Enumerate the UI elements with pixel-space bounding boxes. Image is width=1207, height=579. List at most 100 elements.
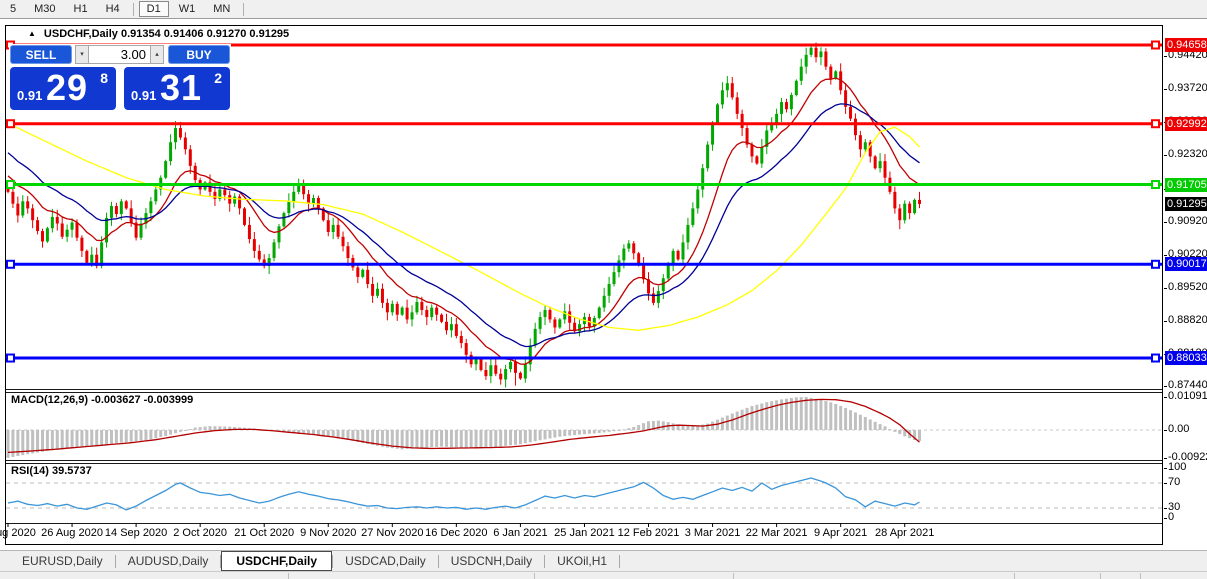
candle-body	[380, 288, 384, 303]
timeframe-button-mn[interactable]: MN	[213, 3, 231, 15]
macd-histogram-bar	[154, 430, 158, 439]
timeframe-button-h4[interactable]: H4	[105, 3, 120, 15]
candle-body	[282, 213, 286, 227]
candle-body	[789, 94, 793, 110]
buy-price-display[interactable]: 0.91 31 2	[124, 67, 230, 110]
candle-body	[124, 201, 128, 209]
chart-ohlc-quotes: 0.91354 0.91406 0.91270 0.91295	[120, 28, 290, 40]
sell-price-display[interactable]: 0.91 29 8	[10, 67, 116, 110]
candle-body	[169, 142, 173, 162]
candle-body	[784, 102, 788, 110]
macd-histogram-bar	[70, 430, 74, 448]
price-tick-label: 0.94420	[1168, 49, 1207, 62]
macd-histogram-bar	[706, 423, 710, 430]
sell-button[interactable]: SELL	[10, 45, 72, 64]
macd-histogram-bar	[385, 430, 389, 448]
candle-body	[267, 258, 271, 267]
price-tick-label: 0.90920	[1168, 214, 1207, 227]
candle-body	[873, 156, 877, 169]
chart-tab-ukoil[interactable]: UKOil,H1	[557, 554, 608, 568]
macd-histogram-bar	[100, 430, 104, 445]
chart-tab-usdchf[interactable]: USDCHF,Daily	[221, 551, 333, 571]
timeframe-button-m30[interactable]: M30	[34, 3, 56, 15]
candle-body	[479, 358, 483, 370]
line-handle	[1151, 180, 1160, 190]
chart-tab-usdcnh[interactable]: USDCNH,Daily	[450, 554, 533, 568]
candle-body	[218, 189, 222, 199]
ma-mid-line	[7, 103, 920, 348]
timeframe-button-d1[interactable]: D1	[138, 1, 169, 17]
price-tick-label: 0.88820	[1168, 313, 1207, 326]
volume-increase-button[interactable]: ▴	[150, 45, 164, 64]
strip-separator	[534, 573, 535, 579]
macd-histogram-bar	[188, 428, 192, 430]
macd-axis-label: 0.00	[1168, 423, 1190, 435]
macd-histogram-bar	[479, 430, 483, 449]
candle-body	[656, 291, 660, 303]
candle-body	[464, 343, 468, 355]
candle-body	[228, 195, 232, 204]
candle-body	[523, 364, 527, 379]
macd-histogram-bar	[888, 429, 892, 431]
macd-histogram-bar	[11, 430, 15, 457]
timeframe-button-w1[interactable]: W1	[178, 3, 196, 15]
date-tick-label: 12 Feb 2021	[617, 527, 680, 539]
macd-histogram-bar	[124, 430, 128, 443]
candle-body	[829, 66, 833, 79]
macd-histogram-bar	[745, 407, 749, 430]
macd-histogram-bar	[238, 427, 242, 430]
candle-body	[183, 137, 187, 150]
candle-body	[898, 208, 902, 221]
line-handle	[6, 259, 15, 269]
macd-indicator-label: MACD(12,26,9) -0.003627 -0.003999	[11, 394, 194, 406]
timeframe-toolbar: 5 M30 H1 H4 D1 W1 MN	[0, 0, 1207, 19]
macd-histogram-bar	[917, 430, 921, 441]
macd-histogram-bar	[65, 430, 69, 449]
macd-histogram-bar	[119, 430, 123, 443]
macd-histogram-bar	[366, 430, 370, 444]
macd-histogram-bar	[720, 417, 724, 430]
timeframe-button-h1[interactable]: H1	[73, 3, 88, 15]
macd-histogram-bar	[331, 430, 335, 438]
macd-histogram-bar	[218, 426, 222, 430]
date-tick-label: 26 Aug 2020	[41, 527, 103, 539]
macd-histogram-bar	[622, 429, 626, 431]
collapse-panel-icon[interactable]: ▲	[28, 29, 36, 38]
volume-input[interactable]	[89, 45, 150, 64]
toolbar-separator	[132, 2, 134, 16]
candle-body	[573, 322, 577, 332]
candle-body	[863, 142, 867, 150]
candle-body	[607, 283, 611, 296]
candle-body	[356, 267, 360, 277]
candle-body	[247, 224, 251, 240]
macd-histogram-bar	[6, 430, 10, 458]
macd-histogram-bar	[518, 430, 522, 445]
macd-histogram-bar	[376, 430, 380, 446]
buy-button[interactable]: BUY	[168, 45, 230, 64]
candle-body	[735, 97, 739, 114]
candle-body	[711, 123, 715, 145]
candle-body	[40, 231, 44, 242]
price-tick-label: 0.87440	[1168, 379, 1207, 392]
macd-histogram-bar	[784, 398, 788, 430]
macd-histogram-bar	[893, 430, 897, 432]
volume-decrease-button[interactable]: ▾	[75, 45, 89, 64]
chart-tab-usdcad[interactable]: USDCAD,Daily	[345, 554, 426, 568]
rsi-axis-label: 0	[1168, 511, 1175, 523]
candle-body	[449, 324, 453, 331]
candle-body	[853, 118, 857, 136]
macd-histogram-bar	[824, 400, 828, 430]
macd-histogram-bar	[607, 430, 611, 432]
macd-histogram-bar	[839, 405, 843, 430]
candle-body	[311, 197, 315, 204]
candle-body	[518, 372, 522, 379]
buy-price-prefix: 0.91	[131, 88, 157, 103]
macd-histogram-bar	[356, 430, 360, 442]
timeframe-button-5[interactable]: 5	[10, 3, 17, 15]
candle-body	[100, 242, 104, 267]
macd-histogram-bar	[637, 425, 641, 430]
macd-histogram-bar	[410, 430, 414, 449]
chart-tab-audusd[interactable]: AUDUSD,Daily	[127, 554, 209, 568]
price-axis[interactable]: 0.944200.937200.930200.923200.916200.909…	[1164, 25, 1207, 545]
chart-tab-eurusd[interactable]: EURUSD,Daily	[22, 554, 103, 568]
